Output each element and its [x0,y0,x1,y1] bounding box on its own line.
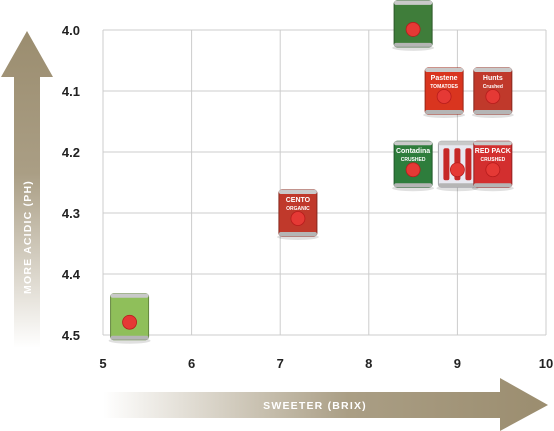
can-label: CRUSHED [480,157,505,163]
y-tick-label: 4.1 [62,84,80,99]
tomato-can-point: Hunts Crushed [471,67,514,118]
tomato-icon [290,211,306,226]
tomato-icon [405,22,421,37]
can-label: TOMATOES [430,84,458,90]
x-axis-label: SWEETER (BRIX) [263,400,367,412]
can-lid [425,68,464,72]
can-lid [473,141,512,146]
tomato-can-point: Pastene TOMATOES [423,67,466,118]
y-axis-label: MORE ACIDIC (PH) [22,180,34,294]
y-tick-label: 4.5 [62,328,80,343]
can-bottom [278,232,317,236]
x-tick-label: 9 [454,356,461,371]
chart-grid [102,29,547,336]
can-lid [438,141,477,146]
tomato-can-point [436,140,479,192]
can-stripe [465,148,472,181]
y-tick-label: 4.2 [62,145,80,160]
tomato-icon [449,162,465,178]
can-bottom [473,110,512,114]
tomato-icon [485,89,501,104]
can-lid [473,68,512,72]
tomato-icon [436,89,452,104]
can-bottom [473,183,512,188]
can-bottom [394,183,433,188]
can-lid [110,293,149,298]
y-axis-arrow: MORE ACIDIC (PH) [1,31,53,348]
can-label: RED PACK [475,148,511,155]
x-tick-label: 6 [188,356,195,371]
can-bottom [438,183,477,188]
tomato-can-point: CENTO ORGANIC [276,189,319,240]
x-tick-label: 7 [277,356,284,371]
tomato-can-point: Contadina CRUSHED [392,140,435,192]
x-tick-label: 10 [539,356,553,371]
x-tick-label: 5 [99,356,106,371]
can-label: Pastene [431,75,458,82]
y-tick-label: 4.4 [62,267,81,282]
can-bottom [394,42,433,47]
can-label: CENTO [286,197,311,204]
can-lid [394,0,433,5]
can-lid [278,190,317,194]
can-bottom [110,335,149,340]
tomato-can-point: RED PACK CRUSHED [471,140,514,192]
tomato-can-point [392,0,435,51]
can-label: ORGANIC [286,206,310,212]
can-stripe [443,148,450,181]
tomato-can-point [108,293,151,344]
can-label: CRUSHED [401,157,426,163]
y-tick-label: 4.3 [62,206,80,221]
can-label: Crushed [483,84,503,90]
tomato-icon [122,314,137,330]
data-points: CENTO ORGANIC Pastene TOMATOES Hunts Crushed C… [108,0,514,344]
can-lid [394,141,433,146]
tick-labels: 5 6 7 8 9 10 4.0 4.1 4.2 4.3 4.4 4.5 [62,23,553,371]
tomato-icon [485,162,501,178]
tomato-icon [405,162,421,178]
y-tick-label: 4.0 [62,23,80,38]
can-label: Contadina [396,148,430,155]
can-label: Hunts [483,75,503,82]
x-axis-arrow: SWEETER (BRIX) [103,378,548,431]
can-bottom [425,110,464,114]
x-tick-label: 8 [365,356,372,371]
